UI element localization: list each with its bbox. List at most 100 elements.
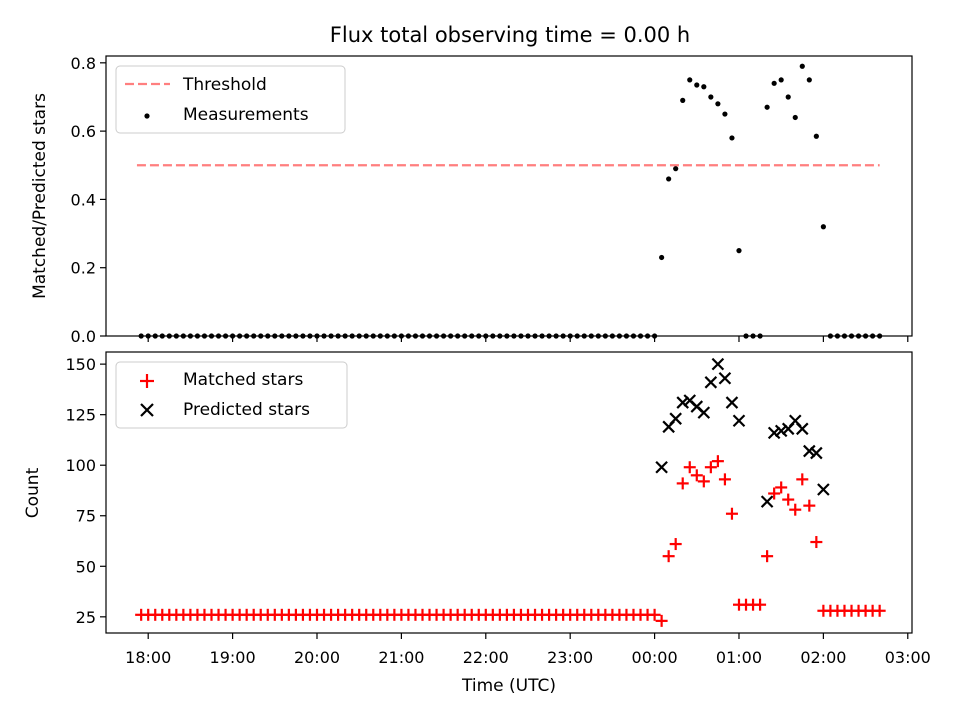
- top-y-ticks: 0.0 0.2 0.4 0.6 0.8: [71, 54, 106, 346]
- matched-star-point: [669, 538, 682, 551]
- predicted-star-point: [669, 412, 682, 425]
- measurement-point: [666, 176, 672, 182]
- legend-predicted-label: Predicted stars: [183, 400, 310, 420]
- x-tick-label: 01:00: [716, 648, 762, 667]
- measurement-point: [771, 80, 777, 86]
- x-tick-label: 00:00: [632, 648, 678, 667]
- measurement-point: [708, 94, 714, 100]
- predicted-star-point: [760, 495, 774, 508]
- predicted-star-point: [676, 396, 689, 409]
- matched-star-point: [761, 550, 774, 563]
- top-y-tick-label: 0.2: [71, 259, 96, 278]
- x-tick-label: 23:00: [547, 648, 593, 667]
- matched-star-point: [648, 608, 661, 621]
- bottom-y-axis-label: Count: [23, 467, 43, 518]
- predicted-star-point: [725, 396, 739, 409]
- predicted-star-point: [704, 376, 718, 389]
- measurement-point: [799, 63, 805, 69]
- measurement-point: [764, 104, 770, 110]
- bottom-panel: 25 50 75 100 125 150 18:00 19:00 20:00 21:00 22:0…: [23, 351, 931, 696]
- chart-title: Flux total observing time = 0.00 h: [330, 23, 690, 47]
- top-legend: Threshold Measurements: [115, 65, 346, 134]
- predicted-star-point: [767, 426, 781, 440]
- x-tick-label: 19:00: [210, 648, 256, 667]
- x-tick-label: 21:00: [378, 648, 424, 667]
- measurement-point: [820, 224, 826, 230]
- top-y-tick-label: 0.4: [71, 190, 96, 209]
- predicted-star-point: [718, 372, 732, 385]
- predicted-star-point: [803, 444, 816, 458]
- predicted-star-point: [817, 483, 830, 496]
- measurement-point: [722, 111, 728, 117]
- matched-star-point: [789, 503, 802, 516]
- predicted-stars-points: [655, 357, 830, 508]
- matched-star-point: [655, 614, 668, 627]
- matched-star-point: [775, 481, 788, 494]
- matched-star-point: [690, 469, 703, 482]
- measurement-point: [687, 77, 693, 83]
- bottom-legend: Matched stars Predicted stars: [115, 361, 348, 429]
- measurement-point: [736, 248, 742, 254]
- measurement-point: [778, 77, 784, 83]
- predicted-star-point: [655, 460, 668, 474]
- x-axis-label: Time (UTC): [461, 676, 556, 696]
- bottom-y-tick-label: 125: [65, 406, 96, 425]
- x-tick-label: 20:00: [294, 648, 340, 667]
- matched-star-point: [718, 473, 731, 486]
- legend-matched-swatch: [140, 374, 154, 388]
- measurement-point: [680, 97, 686, 103]
- predicted-star-point: [697, 406, 711, 419]
- measurement-point: [673, 166, 679, 172]
- top-y-tick-label: 0.6: [71, 122, 96, 141]
- measurement-point: [701, 84, 707, 90]
- matched-star-point: [803, 499, 816, 512]
- matched-star-point: [810, 536, 823, 549]
- measurement-point: [659, 254, 665, 261]
- bottom-y-tick-label: 75: [76, 507, 96, 526]
- predicted-star-point: [810, 446, 823, 460]
- x-tick-label: 18:00: [125, 648, 171, 667]
- matched-star-point: [683, 461, 696, 474]
- matched-star-point: [782, 493, 795, 506]
- matched-star-point: [704, 461, 717, 474]
- matched-star-point: [796, 473, 809, 486]
- top-legend-box: [115, 65, 346, 134]
- matched-star-point: [754, 598, 767, 611]
- legend-threshold-label: Threshold: [182, 75, 267, 95]
- bottom-y-tick-label: 50: [76, 557, 96, 576]
- predicted-star-point: [796, 422, 809, 436]
- measurement-point: [715, 101, 721, 107]
- legend-predicted-swatch: [140, 403, 154, 417]
- top-y-tick-label: 0.0: [71, 327, 96, 346]
- matched-stars-points: [135, 455, 886, 627]
- measurement-point: [813, 133, 819, 139]
- bottom-y-tick-label: 150: [65, 355, 96, 374]
- matched-star-point: [662, 550, 675, 563]
- predicted-star-point: [711, 357, 725, 371]
- bottom-x-ticks: 18:00 19:00 20:00 21:00 22:00 23:00 00:00 01:00…: [125, 633, 931, 667]
- predicted-star-point: [774, 424, 788, 438]
- bottom-y-ticks: 25 50 75 100 125 150: [65, 355, 106, 627]
- bottom-legend-box: [115, 361, 348, 429]
- measurement-point: [729, 135, 735, 141]
- legend-measurements-label: Measurements: [183, 105, 309, 125]
- measurement-point: [792, 114, 798, 121]
- x-tick-label: 02:00: [800, 648, 846, 667]
- matched-star-point: [697, 475, 710, 488]
- top-axes-frame: [105, 55, 913, 337]
- bottom-y-tick-label: 25: [76, 608, 96, 627]
- bottom-y-tick-label: 100: [65, 456, 96, 475]
- matched-star-point: [711, 455, 724, 468]
- measurement-point: [785, 94, 791, 100]
- matched-star-point: [725, 507, 738, 520]
- legend-measurements-swatch: [144, 113, 150, 119]
- predicted-star-point: [732, 414, 746, 428]
- measurement-point: [694, 82, 700, 88]
- legend-matched-label: Matched stars: [183, 370, 303, 390]
- x-tick-label: 22:00: [463, 648, 509, 667]
- x-tick-label: 03:00: [885, 648, 931, 667]
- top-y-axis-label: Matched/Predicted stars: [30, 93, 50, 299]
- measurement-point: [806, 77, 812, 83]
- top-panel: 0.00.20.40.60.8 Matched/Predicted stars …: [30, 54, 913, 346]
